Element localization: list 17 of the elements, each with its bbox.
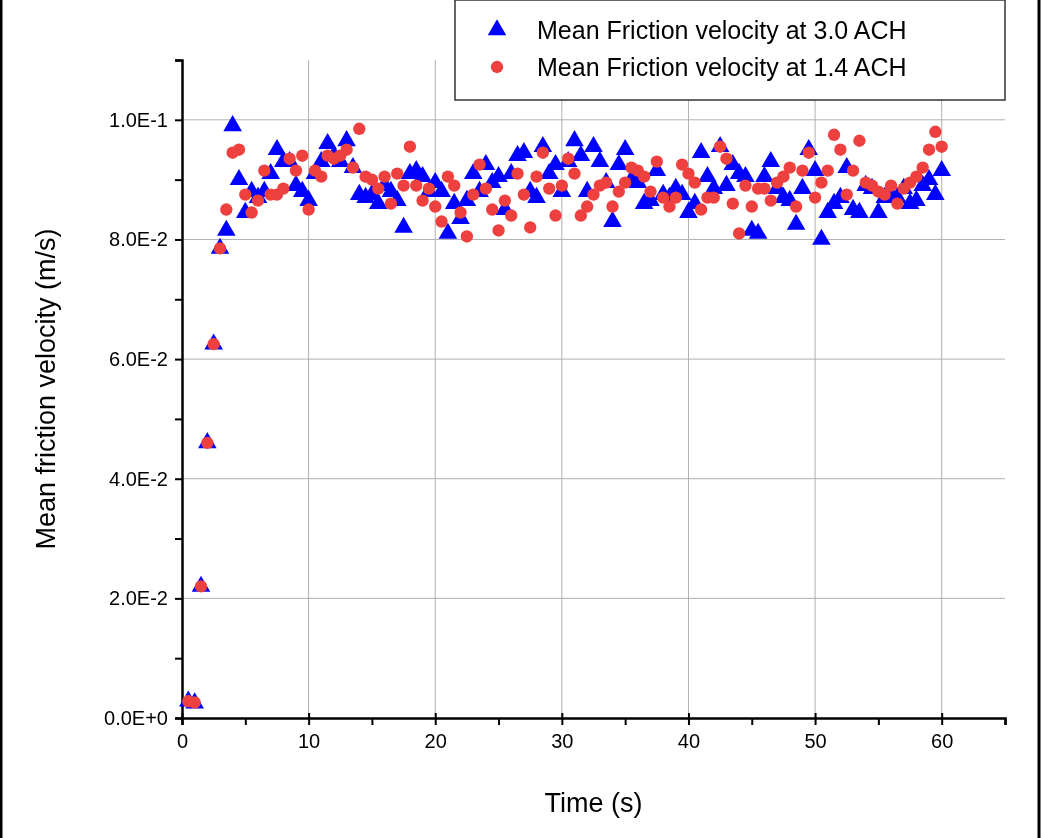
y-tick-label: 2.0E-2 (109, 587, 168, 610)
legend-label: Mean Friction velocity at 1.4 ACH (537, 52, 907, 81)
x-tick-label: 0 (176, 730, 189, 752)
x-tick-label: 40 (677, 730, 701, 752)
legend-label: Mean Friction velocity at 3.0 ACH (537, 15, 907, 44)
y-axis-title: Mean friction velocity (m/s) (31, 228, 61, 550)
x-tick-label: 60 (931, 730, 954, 752)
x-tick-label: 10 (297, 730, 321, 752)
y-tick-label: 4.0E-2 (109, 467, 168, 490)
x-axis-title: Time (s) (544, 788, 643, 818)
x-tick-label: 30 (551, 730, 574, 752)
y-tick-label: 0.0E+0 (104, 706, 168, 729)
y-tick-label: 8.0E-2 (109, 228, 168, 251)
y-tick-label: 1.0E-1 (109, 108, 168, 131)
x-tick-label: 20 (424, 730, 447, 752)
y-tick-label: 6.0E-2 (109, 347, 168, 370)
x-tick-label: 50 (804, 730, 827, 752)
